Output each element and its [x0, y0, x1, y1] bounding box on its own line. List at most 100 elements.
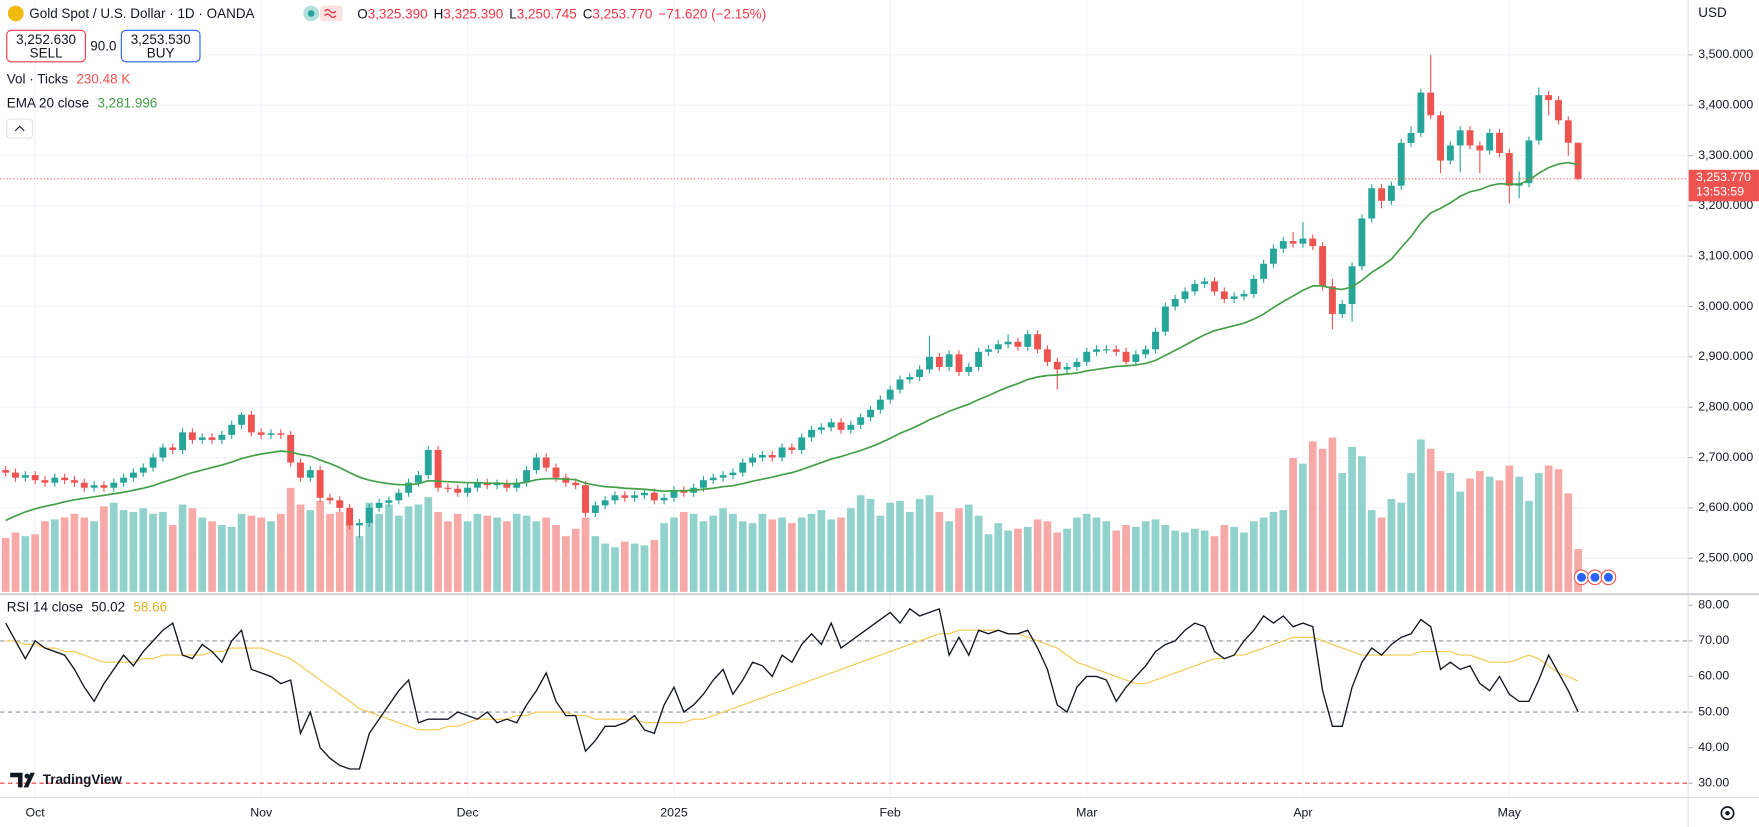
ohlc-key: L: [509, 6, 517, 21]
candle-body: [414, 475, 422, 483]
y-tick-label: 2,700.000: [1698, 450, 1753, 464]
volume-bar: [385, 504, 393, 592]
candle-body: [808, 429, 815, 438]
volume-bar: [562, 536, 570, 592]
volume-bar: [1495, 480, 1504, 592]
candle-body: [139, 467, 147, 473]
collapse-box[interactable]: [6, 118, 34, 139]
buy-box[interactable]: [120, 29, 201, 63]
brand-logo[interactable]: TradingView: [10, 772, 123, 788]
volume-legend[interactable]: Vol · Ticks 230.48 K: [7, 71, 131, 86]
sell-box[interactable]: [6, 29, 86, 63]
candle-body: [1378, 188, 1386, 201]
x-tick-label: Nov: [250, 805, 273, 819]
volume-bar: [1249, 521, 1258, 592]
y-tick-label: 3,100.000: [1698, 248, 1753, 262]
symbol-title[interactable]: Gold Spot / U.S. Dollar · 1D · OANDA: [29, 6, 254, 21]
volume-bar: [1358, 456, 1366, 592]
candle-body: [1191, 283, 1199, 292]
volume-bar: [719, 508, 727, 592]
ohlc-value: 3,250.745: [517, 6, 577, 21]
candle-body: [1328, 286, 1336, 315]
ohlc-key: H: [434, 6, 444, 21]
candle-body: [1043, 349, 1051, 362]
volume-bar: [1191, 528, 1199, 592]
volume-bar: [188, 508, 197, 592]
volume-bar: [463, 521, 472, 592]
buy-button[interactable]: 3,253.530 BUY: [120, 29, 201, 63]
volume-bar: [1564, 493, 1573, 592]
volume-bar: [1102, 521, 1111, 592]
candle-body: [1358, 218, 1366, 267]
candle-body: [1496, 132, 1503, 154]
volume-bar: [994, 523, 1003, 592]
volume-bar: [1279, 510, 1288, 592]
x-tick-label: Oct: [26, 805, 46, 819]
line-layer: [0, 161, 1689, 770]
volume-bar: [453, 513, 462, 592]
volume-bar: [394, 515, 403, 592]
currency[interactable]: USD: [1698, 5, 1727, 20]
candle-body: [1466, 130, 1474, 146]
rsi-legend[interactable]: RSI 14 close 50.02 58.66: [7, 599, 167, 614]
ohlc-key: O: [357, 6, 367, 21]
buy-price[interactable]: 3,253.530: [131, 32, 191, 47]
candle-body: [188, 432, 196, 440]
buy-label[interactable]: BUY: [147, 45, 175, 60]
candle-body: [1201, 281, 1209, 284]
ema-legend[interactable]: EMA 20 close 3,281.996: [7, 95, 158, 110]
candle-body: [994, 344, 1002, 350]
volume-bar: [886, 502, 895, 592]
volume-bar: [955, 508, 963, 592]
candle-body: [542, 457, 550, 468]
volume-bar: [1407, 472, 1415, 592]
candle-body: [660, 497, 668, 501]
volume-bar: [758, 513, 767, 592]
volume-bar: [1259, 517, 1268, 592]
candle-body: [100, 485, 108, 488]
candle-body: [729, 472, 737, 476]
candle-body: [523, 470, 530, 483]
volume-bar: [847, 508, 855, 592]
volume-bar: [1240, 532, 1248, 592]
volume-bar: [1132, 526, 1140, 592]
candle-body: [1152, 331, 1159, 350]
candle-body: [80, 482, 88, 488]
candle-body: [326, 497, 334, 501]
volume-bar: [1043, 521, 1052, 592]
volume-bar: [218, 524, 226, 592]
volume-bar: [788, 523, 796, 592]
candle-body: [434, 449, 442, 488]
sell-button[interactable]: 3,252.630 SELL: [6, 29, 86, 63]
volume-bar: [1446, 472, 1455, 592]
volume-bar: [1141, 521, 1150, 592]
ema-value: 3,281.996: [97, 95, 157, 110]
settings-button[interactable]: [1720, 806, 1735, 821]
volume-bar: [1417, 439, 1425, 592]
volume-bar: [630, 543, 639, 592]
candle-body: [739, 462, 747, 473]
candle-body: [405, 482, 413, 493]
candle-body: [1545, 95, 1553, 101]
sell-price[interactable]: 3,252.630: [16, 32, 76, 47]
candle-body: [493, 483, 501, 486]
settings-icon[interactable]: [1720, 806, 1735, 821]
collapse-button[interactable]: [6, 118, 34, 139]
brand-name[interactable]: TradingView: [43, 772, 123, 787]
candle-body: [896, 379, 904, 390]
volume-bar: [1151, 519, 1160, 592]
event-flags[interactable]: [1573, 569, 1617, 586]
volume-bar: [974, 515, 983, 592]
volume-bar: [768, 519, 777, 592]
volume-bar: [542, 517, 551, 592]
candle-body: [1368, 188, 1376, 219]
data-status[interactable]: [320, 5, 343, 22]
volume-bar: [129, 511, 138, 592]
ema-name: EMA 20 close: [7, 95, 89, 110]
volume-bar: [1171, 530, 1180, 592]
volume-bar: [964, 504, 973, 592]
volume-bar: [1073, 517, 1081, 592]
candle-body: [297, 462, 304, 478]
sell-label[interactable]: SELL: [30, 45, 63, 60]
candle-body: [424, 449, 432, 476]
